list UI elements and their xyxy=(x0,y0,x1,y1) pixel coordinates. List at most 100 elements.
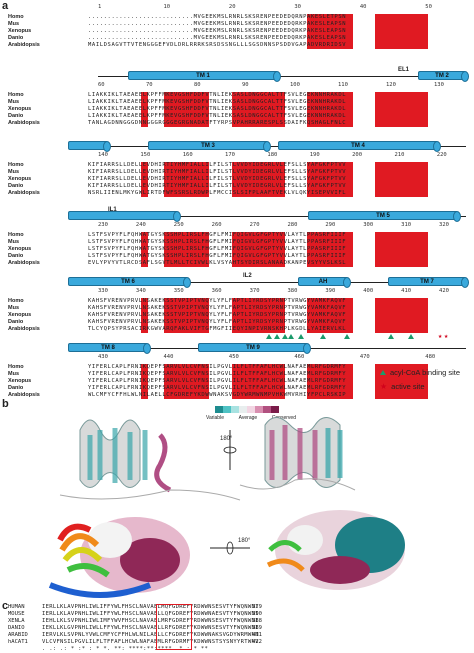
ruler-tick: 380 xyxy=(287,288,298,294)
species-label: Mus xyxy=(8,169,19,175)
consensus-symbols: . .: .: * :* : * *. **: ****:**:****..* … xyxy=(42,646,209,652)
identity-highlight xyxy=(140,246,149,253)
species-label: Homo xyxy=(8,162,24,168)
species-label: Danio xyxy=(8,253,24,259)
acyl-coa-site-icon xyxy=(266,334,272,339)
species-label: Danio xyxy=(8,385,24,391)
sequence: ...........................MVGEEKMSLRNRL… xyxy=(88,14,466,21)
topology-track: TM 1 TM 2 EL1 xyxy=(8,67,469,82)
panel-c-species: HUMAN xyxy=(8,604,25,610)
identity-highlight xyxy=(231,232,285,239)
ruler-tick: 220 xyxy=(436,152,447,158)
rotation-arrow-top xyxy=(223,430,237,470)
ruler-tick: 190 xyxy=(309,152,320,158)
identity-highlight xyxy=(231,113,285,120)
panel-c-position: 390 xyxy=(252,611,262,617)
identity-highlight xyxy=(307,120,353,127)
ruler-tick: 110 xyxy=(338,82,348,88)
colorbar-swatch xyxy=(247,406,255,413)
species-label: Danio xyxy=(8,35,24,41)
identity-highlight xyxy=(231,392,285,399)
legend-active-label: active site xyxy=(391,381,425,391)
identity-highlight xyxy=(307,21,353,28)
alignment-block: 1 10 20 30 40 50 Homo.........................… xyxy=(8,4,466,49)
acyl-coa-site-icon xyxy=(282,334,288,339)
ruler-tick: 370 xyxy=(249,288,260,294)
identity-highlight xyxy=(307,190,353,197)
ruler-tick: 160 xyxy=(182,152,193,158)
acyl-coa-site-icon xyxy=(408,334,414,339)
active-site-icon: ★ xyxy=(444,332,449,340)
site-markers: ★ ★ xyxy=(88,332,466,341)
ruler-tick: 390 xyxy=(325,288,336,294)
ruler-tick: 60 xyxy=(98,82,105,88)
species-label: Homo xyxy=(8,232,24,238)
ruler-tick: 260 xyxy=(211,222,222,228)
identity-highlight xyxy=(307,260,353,267)
ruler-tick: 210 xyxy=(394,152,405,158)
identity-highlight xyxy=(140,305,149,312)
topology-line xyxy=(98,282,466,283)
panel-c-row: hACAT1 VLCVFNSILPGVLILFLTFFAFLHCWLNAFAEML… xyxy=(8,639,262,646)
identity-highlight xyxy=(307,106,353,113)
position-ruler: 1 10 20 30 40 50 xyxy=(8,4,466,14)
ruler-tick: 50 xyxy=(425,4,432,10)
topology-track: TM 3 TM 4 xyxy=(8,140,466,152)
colorbar-swatch xyxy=(231,406,239,413)
species-label: Mus xyxy=(8,239,19,245)
ruler-tick: 130 xyxy=(434,82,444,88)
sequence-text: KIFIARRSLLDELLEVDHIRTIYHMFIALLILFILSTLVV… xyxy=(88,169,347,175)
identity-highlight xyxy=(163,246,209,253)
label-variable: Variable xyxy=(206,415,224,421)
alignment-row: Arabidopsis EVLYPVYVTLRCDSAFLSGVTLMLLTCIV… xyxy=(8,260,466,267)
panel-c-sequence: IEKLLKLGVPNHLIWLLFFYWLFHSCLNAVAELLRFGDRE… xyxy=(42,625,259,631)
panel-c-row: DANIO IEKLLKLGVPNHLIWLLFFYWLFHSCLNAVAELLR… xyxy=(8,625,262,632)
identity-highlight xyxy=(140,232,149,239)
sequence-text: LIAKKIKLTAEAEELKPFFMKEVGSHFDDFVTNLIEKSAS… xyxy=(88,99,347,105)
identity-highlight xyxy=(163,169,209,176)
ruler-tick: 340 xyxy=(135,288,146,294)
ruler-tick: 450 xyxy=(228,354,239,360)
identity-highlight xyxy=(163,106,209,113)
sequence: LIAKKIKLTAEAEELKPFFMKEVGSHFDDFVTNLIEKSAS… xyxy=(88,92,466,99)
ruler-tick: 410 xyxy=(401,288,412,294)
sequence-text: KIFIARRSLLDELLEVDHIRTIYHMFIALLILFILSTLVV… xyxy=(88,162,347,168)
sequence: LSTFSVPYFLFQHWATGYSKSSHPLIRSLFHGFLFMIFQI… xyxy=(88,232,466,239)
identity-highlight xyxy=(163,99,209,106)
sequence: LSTFSVPYFLFQHWATGYSKSSHPLIRSLFHGFLFMIFQI… xyxy=(88,246,466,253)
species-label: Danio xyxy=(8,319,24,325)
colorbar-swatch xyxy=(223,406,231,413)
identity-highlight xyxy=(163,162,209,169)
sequence: LIAKKIKLTAEAEELKPFFMKEVGSHFDDFVTNLIEKSAS… xyxy=(88,113,466,120)
sequence: LIAKKIKLTAEAEELKPFFMKEVGSHFDDFVTNLIEKSAS… xyxy=(88,99,466,106)
panel-c-position: 422 xyxy=(252,639,262,645)
species-label: Arabidopsis xyxy=(8,260,40,266)
sequence: YIFERLCAPLFRNIKQEPFSARVLVLCVFNSILPGVLILF… xyxy=(88,385,466,392)
identity-highlight xyxy=(375,99,429,106)
helix-tm6: TM 6 xyxy=(68,277,191,288)
identity-highlight xyxy=(140,113,149,120)
panel-c-consensus: . .: .: * :* : * *. **: ****:**:****..* … xyxy=(8,646,262,653)
ruler-tick: 270 xyxy=(249,222,260,228)
identity-highlight xyxy=(140,260,149,267)
sequence-text: LSTFSVPYFLFQHWATGYSKSSHPLIRSLFHGFLFMIFQI… xyxy=(88,253,347,259)
sequence-text: KAHSFVRENVPRVLNSAKEKSSTVPIPTVNQYLYFLFAPT… xyxy=(88,319,347,325)
identity-highlight xyxy=(163,239,209,246)
panel-c-position: 411 xyxy=(252,632,262,638)
identity-highlight xyxy=(140,99,149,106)
panel-c-species: XENLA xyxy=(8,618,25,624)
loop-label-el1: EL1 xyxy=(398,67,410,73)
ruler-tick: 30 xyxy=(294,4,301,10)
panel-letter-c: c xyxy=(2,600,9,612)
panel-c-row: MOUSE IERLLKLAVPNHLIWLIFFYWLFHSCLNAVAELLQ… xyxy=(8,611,262,618)
identity-highlight xyxy=(375,385,429,392)
helix-segment xyxy=(68,211,181,222)
colorbar-swatch xyxy=(255,406,263,413)
ruler-tick: 40 xyxy=(359,4,367,10)
identity-highlight xyxy=(375,35,429,42)
sequence: ...........................MVGEEKMSLRNRL… xyxy=(88,21,466,28)
species-label: Xenopus xyxy=(8,312,32,318)
helix-ah: AH xyxy=(298,277,351,288)
protein-structures xyxy=(48,417,405,598)
species-label: Danio xyxy=(8,113,24,119)
